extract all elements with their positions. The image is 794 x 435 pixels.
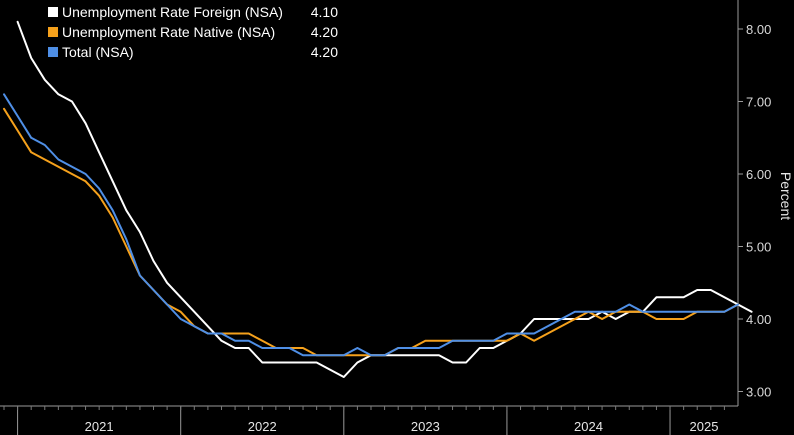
axes: 3.00 4.00 5.00 6.00 7.00 8.00 2021 2022 2023 2024… — [0, 0, 771, 435]
legend: Unemployment Rate Foreign (NSA) 4.10 Unemp… — [48, 4, 338, 60]
legend-swatch — [48, 7, 58, 17]
x-year-label: 2021 — [85, 419, 114, 434]
y-tick-label: 8.00 — [746, 22, 771, 37]
y-axis-label: Percent — [778, 172, 794, 220]
x-year-label: 2022 — [248, 419, 277, 434]
series-lines — [3, 20, 753, 378]
x-year-label: 2024 — [574, 419, 603, 434]
legend-label: Unemployment Rate Native (NSA) — [62, 24, 275, 40]
legend-label: Unemployment Rate Foreign (NSA) — [62, 4, 283, 20]
legend-value: 4.20 — [311, 24, 338, 40]
legend-label: Total (NSA) — [62, 44, 134, 60]
y-tick-label: 4.00 — [746, 312, 771, 327]
legend-value: 4.20 — [311, 44, 338, 60]
y-tick-label: 5.00 — [746, 240, 771, 255]
series-line-2 — [3, 93, 739, 357]
y-tick-label: 7.00 — [746, 95, 771, 110]
x-year-label: 2025 — [690, 419, 719, 434]
legend-swatch — [48, 27, 58, 37]
y-tick-label: 6.00 — [746, 167, 771, 182]
legend-value: 4.10 — [311, 4, 338, 20]
y-tick-label: 3.00 — [746, 385, 771, 400]
x-year-label: 2023 — [411, 419, 440, 434]
legend-swatch — [48, 47, 58, 57]
